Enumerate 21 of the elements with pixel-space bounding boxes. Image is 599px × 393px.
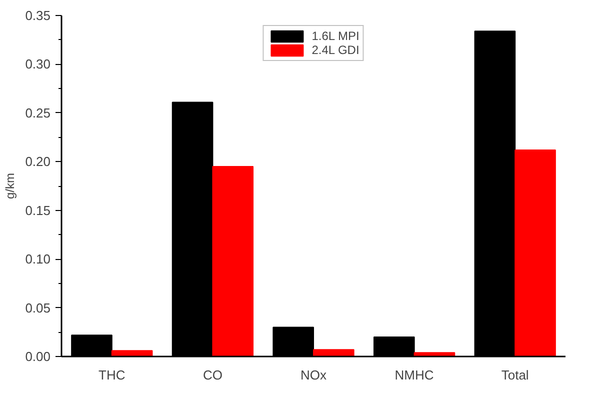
bar [414, 352, 456, 356]
bar [212, 166, 254, 356]
y-tick-label: 0.25 [25, 105, 51, 120]
y-tick-label: 0.20 [25, 154, 51, 170]
y-tick-label: 0.15 [25, 202, 51, 218]
y-tick-label: 0.00 [25, 349, 51, 364]
x-tick-label: THC [98, 368, 126, 382]
y-axis-title: g/km [3, 172, 18, 199]
legend-label: 2.4L GDI [312, 43, 360, 57]
bar [514, 149, 556, 356]
x-tick-label: NOx [300, 368, 327, 382]
bar [111, 350, 153, 356]
y-tick-label: 0.35 [25, 8, 51, 23]
x-tick-label: NMHC [394, 368, 434, 382]
legend-label: 1.6L MPI [312, 29, 360, 43]
x-tick-label: Total [501, 368, 529, 382]
x-tick-label: CO [202, 368, 222, 382]
y-tick-label: 0.05 [25, 300, 51, 316]
bar [313, 349, 354, 356]
y-tick-label: 0.30 [25, 56, 51, 72]
y-tick-label: 0.10 [25, 252, 51, 267]
